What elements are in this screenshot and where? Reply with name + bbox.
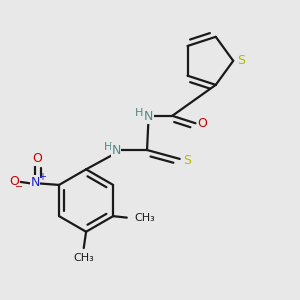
Text: H: H [103, 142, 112, 152]
Text: H: H [135, 108, 143, 118]
Text: O: O [198, 117, 208, 130]
Text: CH₃: CH₃ [73, 254, 94, 263]
Text: N: N [144, 110, 153, 123]
Text: +: + [38, 172, 46, 182]
Text: N: N [30, 176, 40, 189]
Text: CH₃: CH₃ [134, 213, 155, 223]
Text: −: − [16, 182, 24, 192]
Text: S: S [183, 154, 191, 167]
Text: O: O [32, 152, 42, 165]
Text: O: O [9, 175, 19, 188]
Text: N: N [111, 144, 121, 157]
Text: S: S [238, 54, 245, 67]
